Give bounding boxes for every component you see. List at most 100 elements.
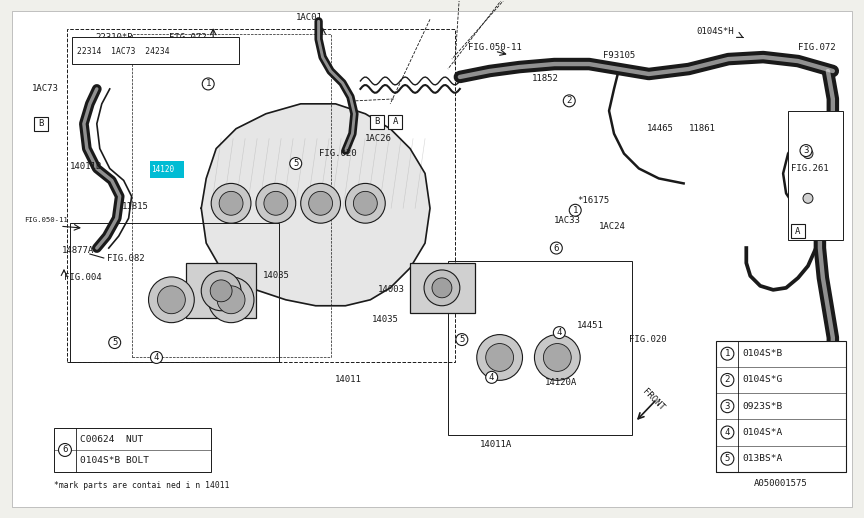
Bar <box>149 161 184 178</box>
Text: *mark parts are contai ned i n 14011: *mark parts are contai ned i n 14011 <box>54 481 230 490</box>
Text: 1AC33: 1AC33 <box>555 215 581 225</box>
Text: 11815: 11815 <box>122 202 149 211</box>
Text: FIG.050-11: FIG.050-11 <box>467 42 522 52</box>
Circle shape <box>486 371 498 383</box>
Text: FIG.082: FIG.082 <box>107 253 144 263</box>
Text: 1: 1 <box>206 79 211 89</box>
Circle shape <box>256 183 295 223</box>
Text: 14035: 14035 <box>263 271 289 280</box>
Circle shape <box>353 191 378 215</box>
Circle shape <box>346 183 385 223</box>
Bar <box>131 34 331 357</box>
Text: FIG.050-11: FIG.050-11 <box>24 217 68 223</box>
Circle shape <box>486 343 513 371</box>
Text: FIG.020: FIG.020 <box>629 335 666 344</box>
Circle shape <box>211 183 251 223</box>
Bar <box>54 428 211 472</box>
Circle shape <box>308 191 333 215</box>
Bar <box>35 117 48 131</box>
Circle shape <box>803 149 813 159</box>
Circle shape <box>543 343 571 371</box>
Circle shape <box>289 157 302 169</box>
Text: B: B <box>375 117 380 126</box>
Text: 14465: 14465 <box>647 124 674 133</box>
Bar <box>791 224 805 238</box>
Text: FIG.072: FIG.072 <box>169 33 207 41</box>
Bar <box>72 37 239 64</box>
Circle shape <box>264 191 288 215</box>
Text: 14011: 14011 <box>334 375 361 384</box>
Text: 1AC73: 1AC73 <box>32 84 59 93</box>
Polygon shape <box>201 104 430 306</box>
Text: C00624  NUT: C00624 NUT <box>79 435 143 443</box>
Circle shape <box>432 278 452 298</box>
Text: 4: 4 <box>489 373 494 382</box>
Text: 1AC26: 1AC26 <box>365 134 392 143</box>
Text: 5: 5 <box>112 338 118 347</box>
Text: 013BS*A: 013BS*A <box>742 454 783 463</box>
Circle shape <box>149 277 194 323</box>
Text: 14120A: 14120A <box>544 378 576 387</box>
Text: 0104S*H: 0104S*H <box>696 27 734 36</box>
Circle shape <box>721 452 734 465</box>
Circle shape <box>477 335 523 380</box>
Circle shape <box>202 78 214 90</box>
Text: FIG.261: FIG.261 <box>791 164 829 173</box>
Circle shape <box>800 145 812 156</box>
Circle shape <box>210 280 232 302</box>
Text: FIG.004: FIG.004 <box>64 274 102 282</box>
Bar <box>70 223 279 363</box>
Text: 0104S*G: 0104S*G <box>742 376 783 384</box>
Text: 2: 2 <box>567 96 572 105</box>
Text: *16175: *16175 <box>577 196 609 205</box>
Circle shape <box>456 334 467 346</box>
Bar <box>388 115 402 128</box>
Circle shape <box>217 286 245 314</box>
Bar <box>716 340 846 472</box>
Bar <box>410 263 475 313</box>
Text: 14003: 14003 <box>378 285 405 294</box>
Bar <box>788 111 842 240</box>
Bar <box>67 29 454 363</box>
Text: 4: 4 <box>556 328 562 337</box>
Circle shape <box>721 426 734 439</box>
Circle shape <box>150 352 162 364</box>
Text: 1AC24: 1AC24 <box>599 222 626 231</box>
Text: 1: 1 <box>573 206 578 215</box>
Text: 11861: 11861 <box>689 124 715 133</box>
Bar <box>448 261 632 435</box>
Circle shape <box>563 95 575 107</box>
Text: 0923S*B: 0923S*B <box>742 401 783 411</box>
Text: 0104S*B: 0104S*B <box>742 349 783 358</box>
Text: 4: 4 <box>154 353 159 362</box>
Text: A: A <box>796 227 801 236</box>
Bar <box>187 263 256 318</box>
Text: 6: 6 <box>554 243 559 253</box>
Text: B: B <box>38 119 44 128</box>
Text: 5: 5 <box>725 454 730 463</box>
Text: 5: 5 <box>459 335 465 344</box>
Circle shape <box>803 193 813 203</box>
Text: 22314  1AC73  24234: 22314 1AC73 24234 <box>77 47 169 55</box>
Bar <box>371 115 384 128</box>
Text: 14877A: 14877A <box>62 246 94 254</box>
Circle shape <box>59 443 72 456</box>
Circle shape <box>301 183 340 223</box>
Text: FIG.020: FIG.020 <box>319 149 356 158</box>
Circle shape <box>535 335 581 380</box>
Text: 3: 3 <box>804 146 809 155</box>
Text: 14451: 14451 <box>577 321 604 330</box>
Circle shape <box>424 270 460 306</box>
Text: 2: 2 <box>725 376 730 384</box>
Text: 22310*B: 22310*B <box>95 33 132 41</box>
Text: 1AC01: 1AC01 <box>295 13 322 22</box>
Circle shape <box>109 337 121 349</box>
Text: 1: 1 <box>725 349 730 358</box>
Circle shape <box>157 286 186 314</box>
Circle shape <box>569 204 581 216</box>
Text: 3: 3 <box>725 401 730 411</box>
Circle shape <box>219 191 243 215</box>
Text: 14011A: 14011A <box>480 440 512 450</box>
Text: 0104S*B BOLT: 0104S*B BOLT <box>79 455 149 465</box>
Text: A: A <box>392 117 398 126</box>
